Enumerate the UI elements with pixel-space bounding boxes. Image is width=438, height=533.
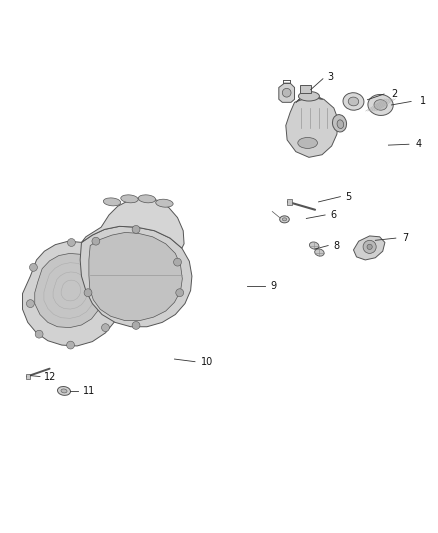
Polygon shape xyxy=(300,85,311,93)
Text: 1: 1 xyxy=(420,96,426,107)
Text: 11: 11 xyxy=(83,386,95,396)
Text: 8: 8 xyxy=(333,240,339,251)
Ellipse shape xyxy=(57,386,71,395)
Circle shape xyxy=(132,225,140,233)
Polygon shape xyxy=(22,241,122,346)
Ellipse shape xyxy=(337,120,344,128)
Ellipse shape xyxy=(103,198,121,206)
Circle shape xyxy=(283,88,291,97)
Text: 6: 6 xyxy=(330,210,336,220)
Circle shape xyxy=(105,255,113,263)
Circle shape xyxy=(173,258,181,266)
Circle shape xyxy=(102,324,110,332)
Text: 7: 7 xyxy=(403,233,409,243)
Circle shape xyxy=(67,341,74,349)
Polygon shape xyxy=(25,374,30,379)
Ellipse shape xyxy=(332,115,346,132)
Circle shape xyxy=(84,289,92,297)
Ellipse shape xyxy=(138,195,155,203)
Text: 10: 10 xyxy=(201,357,213,367)
Circle shape xyxy=(35,330,43,338)
Text: 9: 9 xyxy=(271,281,277,291)
Polygon shape xyxy=(286,97,338,157)
Text: 2: 2 xyxy=(392,89,398,99)
Text: 5: 5 xyxy=(346,192,352,201)
Polygon shape xyxy=(296,94,323,102)
Circle shape xyxy=(114,289,122,297)
Polygon shape xyxy=(81,198,184,248)
Polygon shape xyxy=(287,199,292,205)
Circle shape xyxy=(67,239,75,246)
Ellipse shape xyxy=(368,94,393,116)
Circle shape xyxy=(29,263,37,271)
Text: 3: 3 xyxy=(327,71,333,82)
Circle shape xyxy=(26,300,34,308)
Ellipse shape xyxy=(61,389,67,393)
Circle shape xyxy=(367,244,372,249)
Ellipse shape xyxy=(374,100,387,110)
Ellipse shape xyxy=(343,93,364,110)
Ellipse shape xyxy=(283,218,287,221)
Polygon shape xyxy=(35,253,105,328)
Ellipse shape xyxy=(121,195,138,203)
Circle shape xyxy=(132,321,140,329)
Ellipse shape xyxy=(348,97,359,106)
Ellipse shape xyxy=(280,216,289,223)
Circle shape xyxy=(363,240,376,253)
Polygon shape xyxy=(279,83,294,102)
Text: 12: 12 xyxy=(44,372,57,382)
Polygon shape xyxy=(80,227,192,327)
Circle shape xyxy=(92,237,100,245)
Ellipse shape xyxy=(156,199,173,207)
Ellipse shape xyxy=(310,242,319,249)
Polygon shape xyxy=(353,236,385,260)
Circle shape xyxy=(176,289,184,297)
Ellipse shape xyxy=(298,138,318,148)
Polygon shape xyxy=(89,232,182,321)
Ellipse shape xyxy=(314,249,324,256)
Text: 4: 4 xyxy=(416,139,422,149)
Ellipse shape xyxy=(298,92,319,101)
